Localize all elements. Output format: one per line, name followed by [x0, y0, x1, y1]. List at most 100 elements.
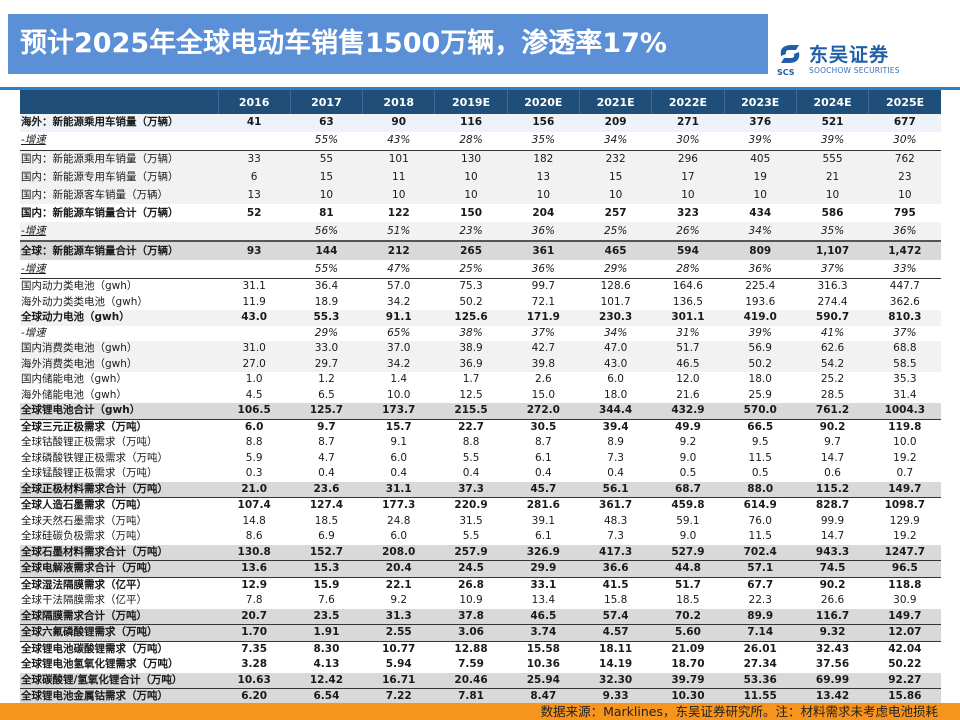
table-cell: 4.5: [245, 388, 263, 401]
table-cell: 91.1: [362, 310, 435, 326]
row-label: 国内：新能源车销量合计（万辆）: [21, 206, 179, 219]
table-cell: 24.5: [434, 560, 508, 578]
table-cell: 14.19: [599, 658, 633, 671]
table-cell: 9.7: [824, 436, 841, 449]
table-cell: 7.81: [434, 688, 508, 706]
table-cell: 0.5: [751, 467, 769, 480]
table-cell: 15: [579, 168, 652, 187]
table-cell: 26%: [651, 222, 725, 242]
table-cell: 37.0: [362, 341, 435, 357]
table-cell: 99.7: [531, 280, 556, 293]
table-cell: 344.4: [579, 403, 652, 420]
row-label: 海外动力类类电池（gwh）: [21, 295, 148, 308]
table-cell: 12.9: [241, 578, 268, 591]
column-header: 2021E: [579, 90, 653, 114]
table-cell: 29%: [579, 260, 652, 280]
table-cell: 28.5: [820, 388, 845, 401]
table-cell: 7.6: [318, 594, 335, 607]
table-cell: 34.2: [387, 295, 411, 308]
row-label: 全球钴酸锂正极需求（万吨）: [21, 436, 158, 449]
table-cell: 18.11: [599, 642, 633, 655]
table-cell: 31.4: [893, 388, 917, 401]
table-cell: 14.8: [242, 514, 266, 527]
row-label: 国内消费类电池（gwh）: [20, 341, 218, 357]
table-cell: 7.59: [458, 658, 484, 671]
table-cell: 809: [724, 240, 797, 261]
table-row: 海外：新能源乘用车销量（万辆） 41 63 90 116 156 209 271 376 521 6…: [20, 114, 941, 132]
table-cell: 31.3: [362, 608, 435, 626]
table-cell: 271: [651, 114, 725, 132]
table-cell: 106.5: [218, 403, 291, 420]
table-cell: 6.5: [318, 388, 335, 401]
table-cell: 47%: [362, 260, 435, 280]
table-cell: 18.9: [314, 295, 339, 308]
table-cell: 9.33: [579, 688, 652, 706]
table-cell: 125.6: [434, 310, 508, 326]
table-cell: 10.0: [387, 388, 411, 401]
table-cell: 10: [579, 186, 652, 205]
table-cell: 15: [290, 168, 363, 187]
table-cell: 10: [651, 186, 725, 205]
table-cell: 15.0: [531, 388, 556, 401]
table-cell: 57.1: [724, 560, 797, 578]
table-cell: 20.46: [434, 672, 508, 690]
logo-en-name: SOOCHOW SECURITIES: [809, 66, 900, 75]
table-cell: 15.7: [385, 420, 412, 433]
table-cell: 144: [290, 240, 363, 261]
table-cell: 33: [218, 150, 291, 169]
source-note: 数据来源：Marklines，东吴证券研究所。注：材料需求未考虑电池损耗: [540, 704, 938, 719]
table-cell: 27.34: [743, 658, 777, 671]
table-cell: 30%: [651, 131, 725, 151]
table-cell: 26.01: [743, 642, 777, 655]
row-label: 全球磷酸铁锂正极需求（万吨）: [21, 451, 168, 464]
table-cell: 8.9: [607, 436, 624, 449]
row-label: 全球正极材料需求合计（万吨）: [20, 481, 218, 499]
table-cell: 25.94: [507, 672, 580, 690]
row-label: 全球：新能源车销量合计（万辆）: [20, 240, 218, 261]
table-cell: 12.88: [454, 642, 488, 655]
table-cell: 11.5: [748, 451, 772, 464]
table-cell: 7.3: [607, 530, 624, 543]
table-cell: 209: [579, 114, 652, 132]
table-cell: 22.7: [458, 420, 484, 433]
table-cell: 37%: [796, 260, 869, 280]
table-cell: 38.9: [434, 341, 508, 357]
table-cell: 1.4: [390, 373, 408, 386]
table-cell: 48.3: [603, 514, 628, 527]
table-row: 全球钴酸锂正极需求（万吨） 8.8 8.7 9.1 8.8 8.7 8.9 9.2 9.5 9.7…: [20, 435, 941, 451]
table-cell: 7.35: [241, 642, 268, 655]
table-cell: 0.4: [534, 467, 552, 480]
table-cell: 36%: [507, 222, 580, 242]
table-cell: 10: [796, 186, 869, 205]
table-cell: 0.3: [245, 467, 263, 480]
table-cell: 15.8: [603, 594, 628, 607]
table-row: 国内：新能源专用车销量（万辆） 6 15 11 10 13 15 17 19 21 23: [20, 168, 941, 187]
table-cell: 1.7: [462, 373, 480, 386]
table-cell: 76.0: [748, 514, 772, 527]
table-cell: 257.9: [434, 544, 508, 562]
table-cell: 50.22: [888, 658, 922, 671]
table-cell: 68.8: [868, 341, 941, 357]
table-cell: 23.5: [290, 608, 363, 626]
row-label: 全球锂电池合计（gwh）: [20, 403, 218, 420]
table-cell: 70.2: [651, 608, 725, 626]
table-cell: 35%: [507, 131, 580, 151]
row-label: 全球三元正极需求（万吨）: [21, 420, 147, 433]
table-cell: 29.7: [290, 356, 363, 373]
table-cell: 10: [434, 186, 508, 205]
table-cell: 47.0: [579, 341, 652, 357]
row-label: 国内储能电池（gwh）: [21, 373, 127, 386]
table-cell: 90.2: [819, 578, 846, 591]
row-label: 全球六氟磷酸锂需求（万吨）: [20, 624, 218, 642]
table-cell: 9.1: [390, 436, 408, 449]
table-cell: 10: [724, 186, 797, 205]
table-cell: 81: [319, 206, 334, 219]
table-row: 全球隔膜需求合计（万吨） 20.7 23.5 31.3 37.8 46.5 57.4 70.2…: [20, 608, 941, 626]
row-label: 全球硅碳负极需求（万吨）: [21, 530, 147, 543]
table-cell: 43.0: [579, 356, 652, 373]
table-cell: 3.74: [507, 624, 580, 642]
table-cell: 274.4: [817, 295, 848, 308]
table-cell: 32.30: [579, 672, 652, 690]
table-cell: 30%: [868, 131, 941, 151]
table-cell: 361: [507, 240, 580, 261]
